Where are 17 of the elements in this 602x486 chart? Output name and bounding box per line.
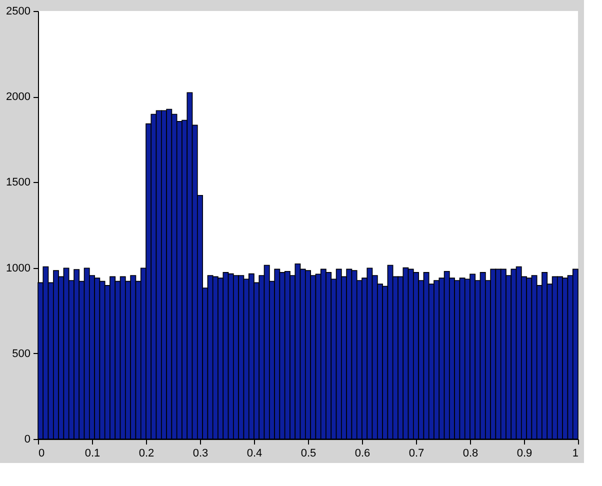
y-tick-label: 2000 (6, 91, 30, 104)
y-tick-label: 1500 (6, 176, 30, 189)
x-tick-label: 1 (572, 448, 578, 460)
x-tick-label: 0.8 (462, 448, 478, 460)
x-tick-label: 0.5 (300, 448, 316, 460)
y-tick-label: 500 (12, 348, 30, 360)
x-tick-label: 0.3 (192, 448, 208, 460)
x-tick-label: 0 (38, 448, 45, 460)
y-tick-label: 1000 (6, 262, 30, 274)
x-tick-label: 0.2 (138, 448, 154, 460)
x-tick-label: 0.9 (516, 448, 532, 460)
x-tick-label: 0.6 (354, 448, 370, 460)
x-tick-label: 0.1 (84, 448, 100, 460)
x-tick-label: 0.7 (408, 448, 424, 460)
y-tick-label: 0 (24, 434, 30, 446)
x-tick-label: 0.4 (246, 448, 262, 460)
y-tick-label: 2500 (6, 6, 30, 18)
